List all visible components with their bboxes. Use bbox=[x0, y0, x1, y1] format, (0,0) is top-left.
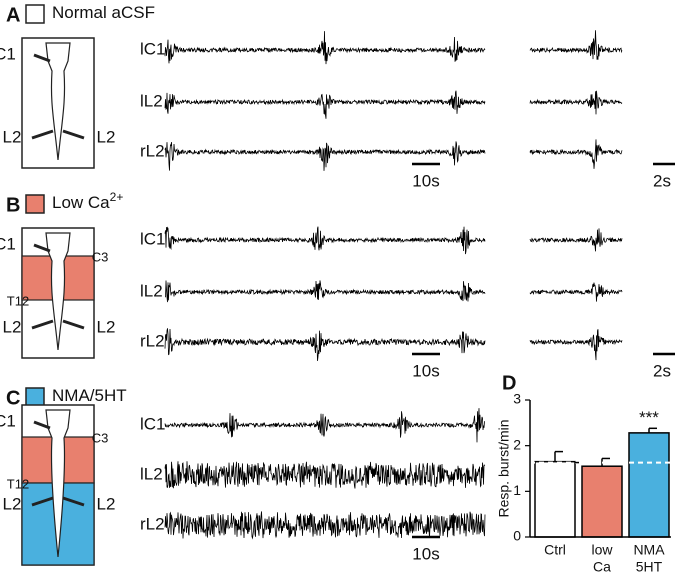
cord-label: C1 bbox=[0, 411, 16, 430]
y-tick-label: 2 bbox=[513, 436, 521, 452]
bar bbox=[628, 432, 670, 538]
recording-trace bbox=[529, 139, 623, 169]
scale-label: 10s bbox=[412, 361, 439, 380]
recording-trace bbox=[529, 90, 623, 115]
trace-label: lL2 bbox=[140, 91, 163, 110]
bar bbox=[534, 460, 576, 538]
recording-trace bbox=[164, 511, 486, 540]
panel-letter: C bbox=[6, 387, 20, 409]
significance: *** bbox=[639, 408, 659, 427]
x-tick-label: Ca bbox=[593, 559, 611, 575]
condition-superscript: 2+ bbox=[110, 190, 124, 204]
y-axis-label: Resp. burst/min bbox=[496, 419, 512, 517]
trace-label: lC1 bbox=[140, 414, 166, 433]
cord-label: L2 bbox=[97, 127, 116, 146]
cord-label: L2 bbox=[3, 317, 22, 336]
x-tick-label: 5HT bbox=[636, 559, 663, 575]
recording-trace bbox=[164, 90, 486, 119]
cord-label: C1 bbox=[0, 234, 16, 253]
segment-label: T12 bbox=[7, 476, 29, 491]
recording-trace bbox=[529, 282, 623, 302]
spinal-cord bbox=[45, 409, 71, 558]
y-tick-label: 3 bbox=[513, 391, 521, 407]
cord-label: L2 bbox=[3, 127, 22, 146]
recording-trace bbox=[164, 31, 486, 65]
legend-swatch bbox=[25, 194, 45, 214]
y-tick-label: 1 bbox=[513, 482, 521, 498]
recording-trace bbox=[529, 30, 623, 60]
trace-label: lL2 bbox=[140, 464, 163, 483]
recording-trace bbox=[164, 328, 486, 361]
recording-trace bbox=[164, 461, 486, 489]
y-tick-label: 0 bbox=[513, 528, 521, 544]
bar bbox=[581, 465, 623, 538]
panel-letter: D bbox=[502, 372, 516, 394]
cord-label: L2 bbox=[97, 494, 116, 513]
recording-trace bbox=[165, 280, 486, 303]
x-tick-label: Ctrl bbox=[544, 542, 566, 558]
condition-label: NMA/5HT bbox=[52, 386, 127, 405]
trace-label: rL2 bbox=[140, 141, 165, 160]
condition-text: Normal aCSF bbox=[52, 3, 155, 22]
recording-trace bbox=[529, 228, 623, 252]
cord-label: L2 bbox=[3, 494, 22, 513]
panel-letter: A bbox=[6, 4, 20, 26]
trace-label: rL2 bbox=[140, 331, 165, 350]
legend-swatch bbox=[25, 387, 45, 407]
spinal-cord bbox=[45, 42, 71, 161]
legend-swatch bbox=[25, 4, 45, 24]
cord-label: C1 bbox=[0, 44, 16, 63]
electrode bbox=[31, 243, 85, 330]
scale-label: 2s bbox=[653, 361, 671, 380]
x-tick-label: NMA bbox=[633, 542, 665, 558]
condition-label: Normal aCSF bbox=[52, 3, 155, 22]
recording-trace bbox=[529, 329, 623, 361]
scale-label: 10s bbox=[412, 544, 439, 563]
electrode bbox=[31, 53, 85, 140]
condition-text: Low Ca bbox=[52, 193, 110, 212]
segment-label: C3 bbox=[92, 430, 109, 445]
scale-label: 2s bbox=[653, 171, 671, 190]
panel-letter: B bbox=[6, 194, 20, 216]
electrode bbox=[31, 420, 85, 507]
condition-label: Low Ca2+ bbox=[52, 190, 123, 212]
recording-trace bbox=[164, 226, 486, 255]
recording-trace bbox=[164, 408, 485, 443]
trace-label: lC1 bbox=[140, 39, 166, 58]
segment-label: C3 bbox=[92, 249, 109, 264]
recording-trace bbox=[164, 141, 486, 171]
trace-label: lC1 bbox=[140, 229, 166, 248]
cord-label: L2 bbox=[97, 317, 116, 336]
condition-text: NMA/5HT bbox=[52, 386, 127, 405]
trace-label: lL2 bbox=[140, 281, 163, 300]
trace-label: rL2 bbox=[140, 514, 165, 533]
scale-label: 10s bbox=[412, 171, 439, 190]
segment-label: T12 bbox=[7, 293, 29, 308]
x-tick-label: low bbox=[591, 542, 613, 558]
spinal-cord bbox=[45, 232, 71, 351]
